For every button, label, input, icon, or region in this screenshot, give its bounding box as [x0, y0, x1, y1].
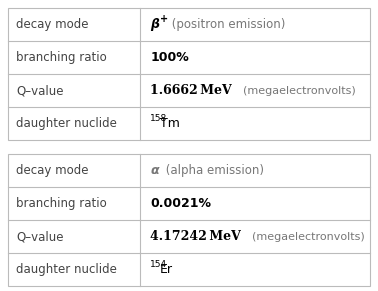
Text: Q–value: Q–value [16, 84, 64, 97]
Text: β: β [150, 18, 159, 31]
Text: (megaelectronvolts): (megaelectronvolts) [245, 232, 365, 242]
Text: decay mode: decay mode [16, 18, 88, 31]
Text: 100%: 100% [150, 51, 189, 64]
Bar [8, 154, 370, 286]
Text: (alpha emission): (alpha emission) [162, 164, 264, 177]
Bar [8, 8, 370, 140]
Text: +: + [160, 15, 168, 24]
Text: decay mode: decay mode [16, 164, 88, 177]
Text: (positron emission): (positron emission) [168, 18, 285, 31]
Text: α: α [150, 164, 159, 177]
Text: 158: 158 [150, 114, 167, 123]
Text: (megaelectronvolts): (megaelectronvolts) [236, 86, 356, 95]
Text: daughter nuclide: daughter nuclide [16, 117, 117, 130]
Text: Er: Er [160, 263, 173, 276]
Text: 154: 154 [150, 260, 167, 269]
Text: daughter nuclide: daughter nuclide [16, 263, 117, 276]
Text: 0.0021%: 0.0021% [150, 197, 211, 210]
Text: Tm: Tm [160, 117, 180, 130]
Text: 4.17242 MeV: 4.17242 MeV [150, 230, 241, 243]
Text: branching ratio: branching ratio [16, 197, 107, 210]
Text: Q–value: Q–value [16, 230, 64, 243]
Text: 1.6662 MeV: 1.6662 MeV [150, 84, 232, 97]
Text: branching ratio: branching ratio [16, 51, 107, 64]
